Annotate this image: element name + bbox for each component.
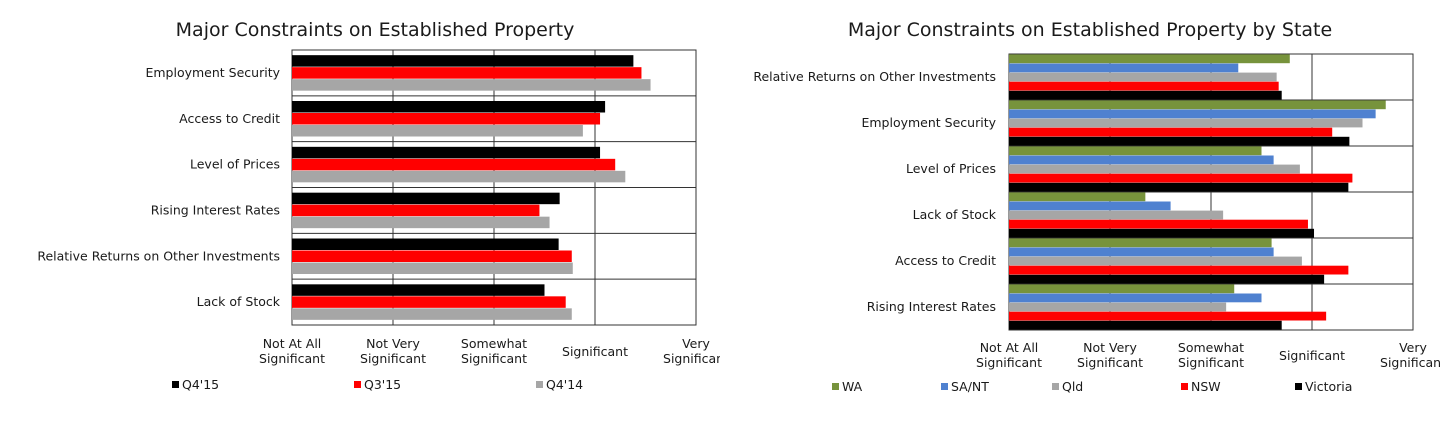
bar-victoria-relative-returns-on-other-investments — [1009, 90, 1282, 100]
category-label: Rising Interest Rates — [867, 299, 996, 314]
category-label: Relative Returns on Other Investments — [37, 248, 280, 263]
legend-label-wa: WA — [842, 379, 863, 394]
bar-q4-15-employment-security — [292, 55, 634, 67]
legend-label-qld: Qld — [1062, 379, 1083, 394]
bar-q4-14-employment-security — [292, 79, 651, 91]
category-label: Level of Prices — [906, 161, 996, 176]
x-tick-label: Significant — [562, 344, 628, 359]
bar-qld-lack-of-stock — [1009, 210, 1224, 220]
bar-q4-15-lack-of-stock — [292, 284, 545, 296]
x-tick-label: Not Very Significant — [360, 336, 426, 366]
legend-swatch-victoria — [1295, 383, 1302, 390]
bar-wa-lack-of-stock — [1009, 192, 1146, 202]
bar-victoria-rising-interest-rates — [1009, 320, 1282, 330]
x-tick-label: Somewhat Significant — [1178, 340, 1244, 370]
bar-q4-14-rising-interest-rates — [292, 216, 550, 229]
category-label: Rising Interest Rates — [151, 202, 280, 217]
bar-q4-14-access-to-credit — [292, 125, 583, 137]
legend-swatch-nsw — [1181, 383, 1188, 390]
legend-label-q4-15: Q4'15 — [182, 377, 219, 392]
bar-q3-15-relative-returns-on-other-investments — [292, 250, 572, 262]
bar-sa-nt-access-to-credit — [1009, 247, 1274, 257]
bar-wa-employment-security — [1009, 100, 1386, 110]
chart-title: Major Constraints on Established Propert… — [176, 19, 575, 41]
bar-q3-15-lack-of-stock — [292, 296, 566, 308]
bar-sa-nt-relative-returns-on-other-investments — [1009, 63, 1239, 73]
legend-swatch-qld — [1052, 383, 1059, 390]
category-label: Lack of Stock — [913, 207, 997, 222]
legend-swatch-wa — [832, 383, 839, 390]
bar-q4-15-level-of-prices — [292, 146, 601, 159]
bar-qld-access-to-credit — [1009, 256, 1302, 266]
bar-nsw-lack-of-stock — [1009, 219, 1308, 229]
category-label: Level of Prices — [190, 157, 280, 172]
category-label: Access to Credit — [895, 253, 996, 268]
legend-label-victoria: Victoria — [1305, 379, 1352, 394]
bar-nsw-relative-returns-on-other-investments — [1009, 81, 1279, 91]
bar-q3-15-rising-interest-rates — [292, 204, 540, 217]
bar-victoria-level-of-prices — [1009, 182, 1349, 192]
legend-label-sa-nt: SA/NT — [951, 379, 989, 394]
constraints-by-state-chart: Major Constraints on Established Propert… — [753, 19, 1440, 394]
bar-nsw-employment-security — [1009, 127, 1333, 137]
chart-title: Major Constraints on Established Propert… — [848, 19, 1332, 41]
bar-nsw-level-of-prices — [1009, 173, 1353, 183]
bar-nsw-access-to-credit — [1009, 265, 1349, 275]
legend-swatch-q4-15 — [172, 381, 179, 388]
bar-qld-rising-interest-rates — [1009, 302, 1227, 312]
bar-sa-nt-lack-of-stock — [1009, 201, 1171, 211]
x-tick-label: Not At All Significant — [976, 340, 1042, 370]
bar-wa-access-to-credit — [1009, 238, 1272, 248]
bar-q4-15-access-to-credit — [292, 101, 606, 113]
bar-sa-nt-rising-interest-rates — [1009, 293, 1262, 303]
bar-q4-15-rising-interest-rates — [292, 192, 560, 205]
bar-wa-relative-returns-on-other-investments — [1009, 54, 1290, 64]
bar-wa-rising-interest-rates — [1009, 284, 1235, 294]
bar-q3-15-level-of-prices — [292, 158, 616, 171]
bar-victoria-lack-of-stock — [1009, 228, 1315, 238]
bar-q4-14-relative-returns-on-other-investments — [292, 262, 573, 274]
category-label: Lack of Stock — [197, 294, 281, 309]
x-tick-label: Somewhat Significant — [461, 336, 527, 366]
bar-wa-level-of-prices — [1009, 146, 1262, 156]
bar-q4-14-level-of-prices — [292, 170, 626, 183]
bar-q4-15-relative-returns-on-other-investments — [292, 238, 559, 250]
bar-victoria-employment-security — [1009, 136, 1350, 146]
legend-swatch-sa-nt — [941, 383, 948, 390]
x-tick-label: Significant — [1279, 348, 1345, 363]
legend-label-nsw: NSW — [1191, 379, 1221, 394]
bar-sa-nt-level-of-prices — [1009, 155, 1274, 165]
category-label: Employment Security — [145, 65, 280, 80]
x-tick-label: Not At All Significant — [259, 336, 325, 366]
bar-sa-nt-employment-security — [1009, 109, 1376, 119]
legend-swatch-q3-15 — [354, 381, 361, 388]
bar-qld-relative-returns-on-other-investments — [1009, 72, 1277, 82]
constraints-chart: Major Constraints on Established Propert… — [37, 19, 720, 392]
bar-q4-14-lack-of-stock — [292, 308, 572, 320]
bar-nsw-rising-interest-rates — [1009, 311, 1327, 321]
bar-q3-15-employment-security — [292, 67, 642, 79]
category-label: Employment Security — [861, 115, 996, 130]
bar-victoria-access-to-credit — [1009, 274, 1325, 284]
bar-qld-level-of-prices — [1009, 164, 1300, 174]
bar-q3-15-access-to-credit — [292, 113, 601, 125]
legend-label-q3-15: Q3'15 — [364, 377, 401, 392]
legend-swatch-q4-14 — [536, 381, 543, 388]
legend-label-q4-14: Q4'14 — [546, 377, 583, 392]
category-label: Access to Credit — [179, 111, 280, 126]
category-label: Relative Returns on Other Investments — [753, 69, 996, 84]
x-tick-label: Not Very Significant — [1077, 340, 1143, 370]
bar-qld-employment-security — [1009, 118, 1363, 128]
